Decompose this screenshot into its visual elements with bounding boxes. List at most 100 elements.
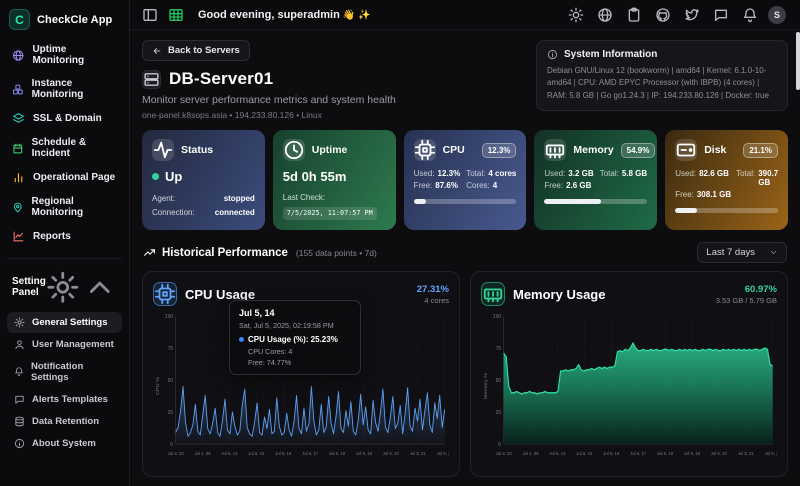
- historical-performance-title: Historical Performance: [162, 246, 288, 259]
- disk-total-label: Total:: [736, 169, 756, 178]
- svg-text:Jul 5, 16: Jul 5, 16: [603, 451, 619, 456]
- user-icon: [14, 339, 25, 350]
- cpu-free-value: 87.6%: [435, 181, 458, 190]
- sidebar-item-ssl-domain[interactable]: SSL & Domain: [7, 107, 122, 130]
- greeting-text: Good evening, superadmin: [198, 8, 340, 21]
- menu-item-label: User Management: [32, 338, 114, 350]
- time-range-select[interactable]: Last 7 days: [697, 242, 787, 263]
- settings-item-general-settings[interactable]: General Settings: [7, 311, 122, 333]
- svg-text:Jul 5, 23: Jul 5, 23: [765, 451, 777, 456]
- menu-item-label: Uptime Monitoring: [32, 44, 85, 66]
- svg-text:Jul 5, 16: Jul 5, 16: [275, 451, 291, 456]
- svg-text:Jul 5, 14: Jul 5, 14: [549, 451, 565, 456]
- status-card: Status Up Agent: stopped Connection: con…: [142, 130, 265, 230]
- memory-usage-chart[interactable]: 0 25 50 75 100 Jul 3, 23 Jul 4, 09 Jul 5, 14 Jul…: [481, 310, 777, 462]
- menu-item-label: Alerts Templates: [32, 393, 108, 405]
- cpu-cores-value: 4: [492, 181, 498, 190]
- historical-performance-meta: (155 data points • 7d): [295, 247, 377, 258]
- sidebar-item-uptime-monitoring[interactable]: Uptime Monitoring: [7, 39, 122, 71]
- cpu-total-label: Total:: [466, 169, 486, 178]
- user-avatar[interactable]: S: [768, 5, 786, 24]
- cpu-usage-chart[interactable]: 0 25 50 75 100 Jul 3, 23 Jul 4, 09 Jul 5, 14 Jul…: [153, 310, 449, 462]
- server-icon: [142, 69, 161, 89]
- boxes-icon: [12, 83, 24, 96]
- sidebar-divider: [7, 258, 122, 259]
- cpu-total-value: 4 cores: [488, 169, 517, 178]
- chevron-up-icon[interactable]: [83, 269, 117, 306]
- svg-text:Jul 5, 18: Jul 5, 18: [329, 451, 345, 456]
- cpu-free-label: Free:: [413, 181, 433, 190]
- menu-item-label: Instance Monitoring: [31, 78, 84, 100]
- disk-free-label: Free:: [675, 190, 694, 199]
- svg-text:75: 75: [168, 346, 173, 352]
- svg-text:Jul 5, 17: Jul 5, 17: [302, 451, 318, 456]
- disk-card-title: Disk: [704, 144, 727, 156]
- settings-menu: General Settings User Management Notificat…: [7, 311, 122, 455]
- disk-free-value: 308.1 GB: [696, 190, 732, 199]
- svg-text:Jul 5, 20: Jul 5, 20: [383, 451, 399, 456]
- settings-item-data-retention[interactable]: Data Retention: [7, 411, 122, 432]
- svg-text:Jul 5, 17: Jul 5, 17: [630, 451, 646, 456]
- sun-icon[interactable]: [568, 7, 584, 23]
- uptime-card-title: Uptime: [311, 144, 348, 156]
- back-to-servers-button[interactable]: Back to Servers: [142, 40, 250, 61]
- topbar: Good evening, superadmin 👋 ✨ S: [130, 0, 800, 30]
- last-check-label: Last Check:: [282, 193, 326, 202]
- settings-item-about-system[interactable]: About System: [7, 433, 122, 454]
- sparkle-emoji: ✨: [358, 9, 371, 21]
- cpu-current-percent: 27.31%: [416, 283, 449, 295]
- stat-cards: Status Up Agent: stopped Connection: con…: [142, 130, 788, 230]
- scrollbar[interactable]: [795, 31, 800, 486]
- disk-used-value: 82.6 GB: [699, 169, 729, 178]
- cpu-progress-bar: [413, 199, 517, 204]
- sidebar-item-regional-monitoring[interactable]: Regional Monitoring: [7, 191, 122, 223]
- svg-text:Jul 5, 19: Jul 5, 19: [356, 451, 372, 456]
- sidebar-item-instance-monitoring[interactable]: Instance Monitoring: [7, 73, 122, 105]
- page-subtitle: Monitor server performance metrics and s…: [142, 94, 396, 106]
- svg-text:Jul 5, 21: Jul 5, 21: [410, 451, 426, 456]
- scrollbar-thumb[interactable]: [795, 32, 800, 90]
- twitter-icon[interactable]: [684, 7, 700, 23]
- tooltip-title: Jul 5, 14: [239, 308, 275, 318]
- sidebar-item-reports[interactable]: Reports: [7, 225, 122, 248]
- sidebar-item-operational-page[interactable]: Operational Page: [7, 166, 122, 189]
- memory-card-title: Memory: [573, 144, 614, 156]
- memory-free-value: 2.6 GB: [566, 181, 592, 190]
- settings-panel-header[interactable]: Setting Panel: [7, 265, 122, 312]
- globe-icon[interactable]: [597, 7, 613, 23]
- menu-item-label: Notification Settings: [31, 360, 84, 383]
- system-information-title: System Information: [564, 49, 658, 60]
- disk-total-value: 390.7 GB: [758, 169, 779, 187]
- settings-item-user-management[interactable]: User Management: [7, 334, 122, 355]
- panel-left-icon[interactable]: [142, 7, 158, 23]
- table-icon[interactable]: [168, 7, 184, 23]
- svg-text:CPU %: CPU %: [155, 377, 161, 395]
- memory-usage-chart-card: Memory Usage 60.97% 3.53 GB / 5.79 GB 0 2…: [470, 271, 788, 477]
- bell-icon[interactable]: [742, 7, 758, 23]
- memory-total-value: 5.8 GB: [621, 169, 648, 178]
- menu-item-label: About System: [32, 437, 96, 449]
- clipboard-icon[interactable]: [626, 7, 642, 23]
- svg-text:25: 25: [496, 410, 501, 416]
- clock-icon: [282, 139, 305, 161]
- chat-icon[interactable]: [713, 7, 729, 23]
- database-icon: [14, 416, 25, 427]
- svg-text:Jul 5, 18: Jul 5, 18: [657, 451, 673, 456]
- cpu-card-title: CPU: [442, 144, 465, 156]
- github-icon[interactable]: [655, 7, 671, 23]
- sidebar-item-schedule-incident[interactable]: Schedule & Incident: [7, 132, 122, 164]
- settings-item-alerts-templates[interactable]: Alerts Templates: [7, 389, 122, 410]
- app-logo-row[interactable]: C CheckCle App: [7, 7, 122, 39]
- chevron-down-icon: [769, 248, 778, 257]
- page-title: DB-Server01: [169, 69, 274, 88]
- gear-icon[interactable]: [46, 269, 80, 306]
- cpu-badge: 12.3%: [481, 142, 517, 158]
- time-range-value: Last 7 days: [706, 247, 755, 258]
- tooltip-series-dot: [239, 337, 244, 342]
- menu-item-label: SSL & Domain: [33, 113, 102, 124]
- memory-card: Memory 54.9% Used: 3.2 GB Total: 5.8 GB Fr…: [534, 130, 658, 230]
- app-name: CheckCle App: [37, 13, 113, 26]
- chat-icon: [14, 394, 25, 405]
- settings-item-notification-settings[interactable]: Notification Settings: [7, 356, 122, 388]
- connection-label: Connection:: [152, 208, 195, 217]
